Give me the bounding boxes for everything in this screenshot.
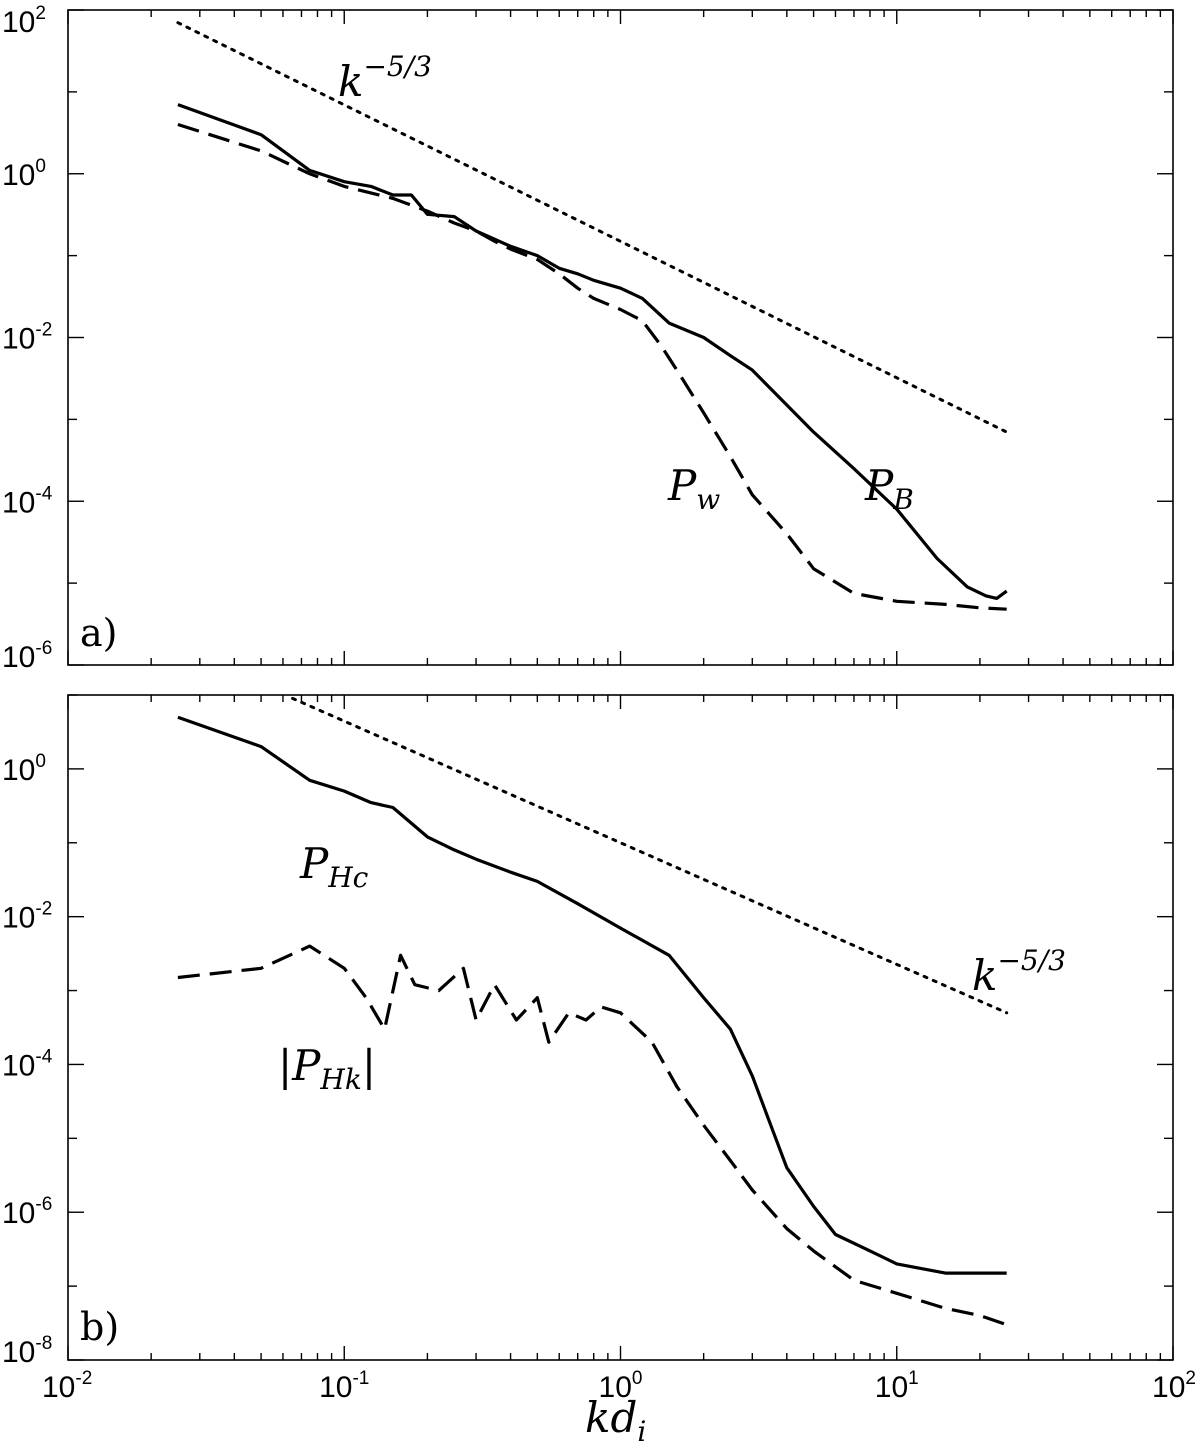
x-tick-label: 102 <box>1152 1368 1196 1404</box>
panel-a: 102 100 10-2 10-4 10-6 k−5/3 Pw PB a) <box>2 3 1174 674</box>
y-tick-label-b: 10-8 <box>2 1333 52 1369</box>
series-b-2 <box>291 696 1009 1015</box>
x-axis-label: kdi <box>585 1393 646 1445</box>
y-tick-label-a: 10-6 <box>2 638 52 674</box>
phc-label: PHc <box>299 839 369 894</box>
series-a-0 <box>177 103 1008 600</box>
y-tick-label-b: 100 <box>2 751 46 787</box>
series-a-2 <box>176 21 1009 434</box>
y-tick-label-a: 10-2 <box>2 320 52 356</box>
series-a-1 <box>177 122 1007 611</box>
panel-b-tag: b) <box>80 1305 119 1349</box>
panel-b-frame <box>67 694 1174 1361</box>
y-tick-label-a: 100 <box>2 156 46 192</box>
y-tick-label-b: 10-2 <box>2 899 52 935</box>
y-tick-label-a: 102 <box>2 3 46 39</box>
x-tick-label: 10-1 <box>319 1368 369 1404</box>
x-tick-label: 10-2 <box>42 1368 92 1404</box>
series-b-1 <box>177 944 1008 1327</box>
phk-label: |PHk| <box>278 1041 376 1096</box>
panel-a-tag: a) <box>80 611 117 655</box>
y-tick-label-a: 10-4 <box>2 483 53 519</box>
pw-label: Pw <box>667 461 720 516</box>
x-tick-label: 101 <box>875 1368 919 1404</box>
pb-label: PB <box>864 461 914 516</box>
slope-label-b: k−5/3 <box>972 944 1066 1000</box>
y-tick-label-b: 10-4 <box>2 1046 53 1082</box>
panel-b: 100 10-2 10-4 10-6 10-8 10-2 10-1 100 101 102 PH… <box>2 694 1196 1445</box>
series-b-0 <box>177 715 1007 1275</box>
panel-a-frame <box>67 9 1174 666</box>
slope-label-a: k−5/3 <box>338 50 432 106</box>
x-tick-label: 100 <box>599 1368 643 1404</box>
y-tick-label-b: 10-6 <box>2 1194 52 1230</box>
